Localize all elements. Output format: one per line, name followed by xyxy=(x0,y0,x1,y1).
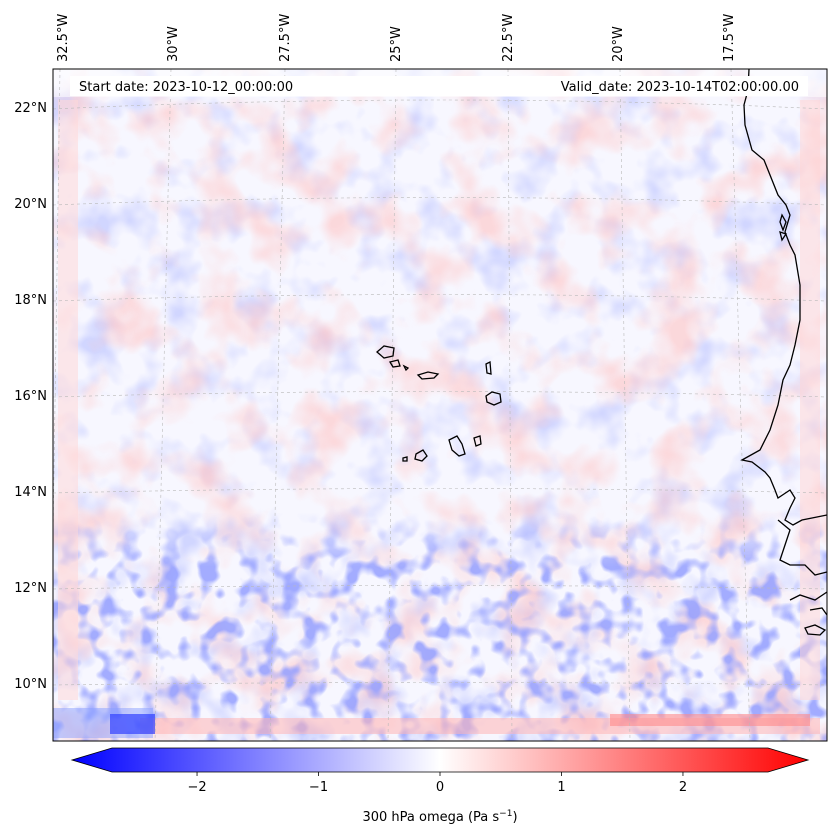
colorbar-bar xyxy=(70,747,810,773)
colorbar-tick-label: 1 xyxy=(557,780,565,795)
lon-label: 22.5°W xyxy=(501,14,516,62)
island-brava xyxy=(402,456,408,462)
colorbar-tick-label: 0 xyxy=(436,780,444,795)
start-date-label: Start date: 2023-10-12_00:00:00 xyxy=(79,80,293,95)
lon-label: 25°W xyxy=(389,26,404,62)
colorbar-label-main: 300 hPa omega (Pa s xyxy=(362,810,499,825)
map-frame xyxy=(52,68,828,742)
longitude-labels: 32.5°W 30°W 27.5°W 25°W 22.5°W 20°W 17.5… xyxy=(56,14,737,62)
colorbar-tick-label: −1 xyxy=(309,780,328,795)
omega-field xyxy=(53,69,827,741)
cape-verde-islands xyxy=(376,345,502,462)
graticule xyxy=(53,69,827,741)
latitude-labels: 22°N 20°N 18°N 16°N 14°N 12°N 10°N xyxy=(14,101,47,692)
colorbar-label-sup: −1 xyxy=(499,809,512,819)
lon-label: 27.5°W xyxy=(278,14,293,62)
lat-label: 14°N xyxy=(14,485,47,500)
header-box xyxy=(70,76,808,96)
lat-label: 22°N xyxy=(14,101,47,116)
colorbar-ticks: −2 −1 0 1 2 xyxy=(187,772,687,795)
lon-label: 32.5°W xyxy=(56,14,71,62)
island-santa-luzia xyxy=(402,364,410,372)
lat-label: 10°N xyxy=(14,677,47,692)
lat-label: 20°N xyxy=(14,197,47,212)
bottom-boundary-red-strong xyxy=(610,714,810,726)
island-santo-antao xyxy=(376,345,395,359)
colorbar-label-close: ) xyxy=(512,810,517,825)
colorbar-label: 300 hPa omega (Pa s−1) xyxy=(362,809,517,825)
left-boundary-strip xyxy=(58,100,78,700)
coastline xyxy=(740,69,827,636)
island-fogo xyxy=(414,449,428,462)
bottom-left-blue-core xyxy=(110,714,155,734)
island-sao-vicente xyxy=(388,359,401,368)
lat-label: 18°N xyxy=(14,293,47,308)
island-sao-nicolau xyxy=(416,371,440,380)
lon-label: 17.5°W xyxy=(722,14,737,62)
island-sal xyxy=(485,360,492,375)
lon-label: 30°W xyxy=(166,26,181,62)
colorbar-tick-label: 2 xyxy=(679,780,687,795)
island-boa-vista xyxy=(485,391,502,406)
island-santiago xyxy=(448,435,466,457)
colorbar-tick-label: −2 xyxy=(187,780,206,795)
valid-date-label: Valid_date: 2023-10-14T02:00:00.00 xyxy=(561,80,799,95)
colorbar: −2 −1 0 1 2 300 hPa omega (Pa s−1) xyxy=(70,747,810,825)
lat-label: 16°N xyxy=(14,389,47,404)
lon-label: 20°W xyxy=(611,26,626,62)
lat-label: 12°N xyxy=(14,581,47,596)
island-maio xyxy=(473,435,482,447)
right-boundary-strip xyxy=(800,100,820,700)
